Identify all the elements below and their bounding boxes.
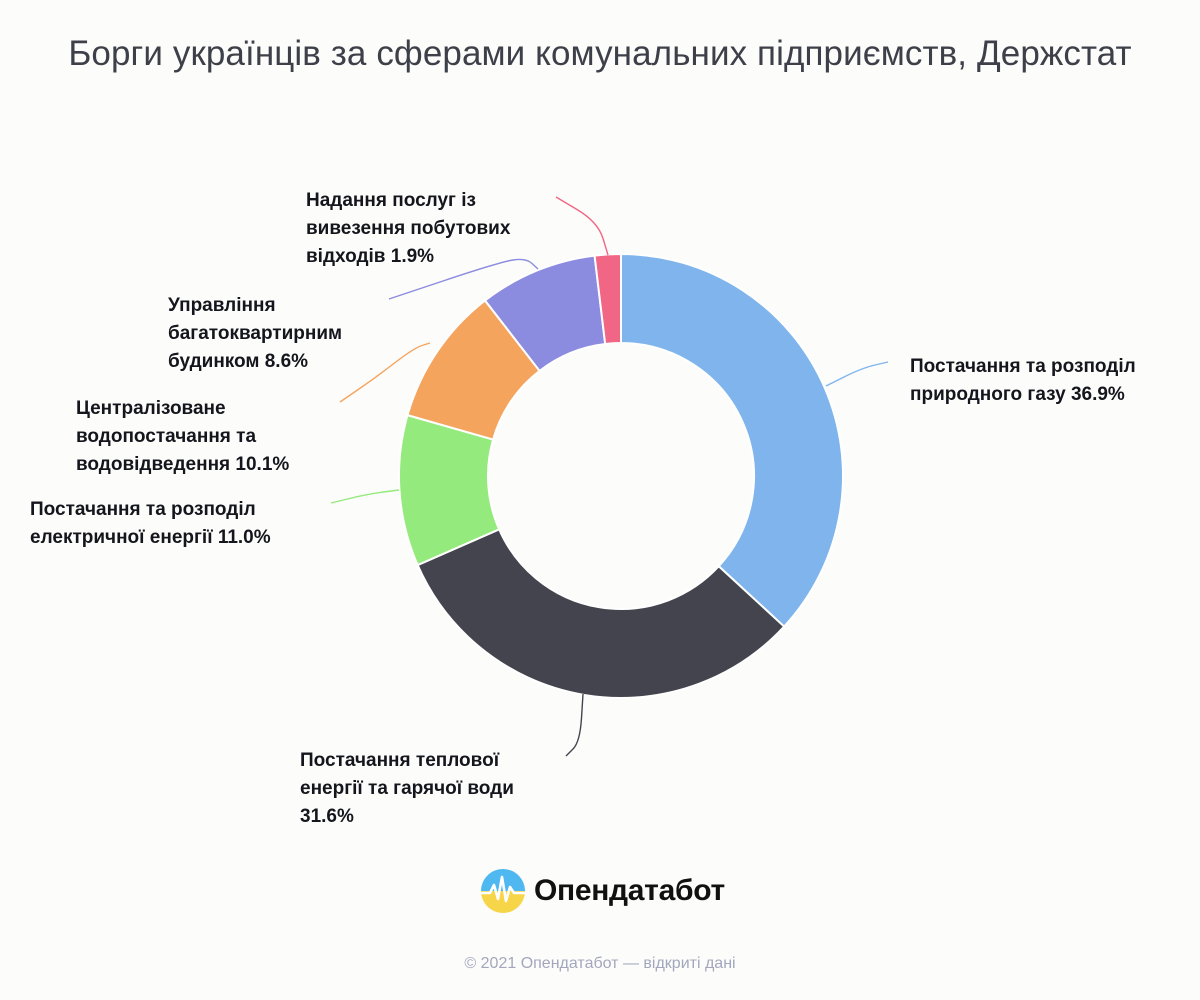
slice-label-line: багатоквартирним xyxy=(168,323,342,344)
brand-name: Опендатабот xyxy=(534,874,725,907)
leader-line xyxy=(825,361,889,387)
slice-label-line: природного газу 36.9% xyxy=(910,384,1125,405)
donut-slice xyxy=(416,528,786,699)
slice-label-line: Постачання теплової xyxy=(300,750,500,771)
slice-label-line: водовідведення 10.1% xyxy=(76,454,289,475)
leader-line xyxy=(388,258,539,300)
slice-label: Управління багатоквартирним будинком 8.6% xyxy=(168,295,342,372)
slice-label-line: будинком 8.6% xyxy=(168,351,308,372)
slice-label-line: вивезення побутових xyxy=(306,218,511,239)
slice-label-line: водопостачання та xyxy=(76,426,256,447)
donut-slice xyxy=(593,252,622,346)
slice-label: Постачання та розподіл електричної енергі… xyxy=(30,499,271,548)
slice-label: Централізоване водопостачання та водовідве… xyxy=(76,398,289,475)
leader-line xyxy=(339,342,431,403)
chart-title: Борги українців за сферами комунальних п… xyxy=(68,34,1132,73)
slice-label: Постачання теплової енергії та гарячої во… xyxy=(300,750,514,827)
slice-label-line: Постачання та розподіл xyxy=(910,356,1136,377)
leader-line xyxy=(330,489,400,504)
opendatabot-logo-icon xyxy=(481,869,525,913)
slice-label-line: Постачання та розподіл xyxy=(30,499,256,520)
slice-label-line: Надання послуг із xyxy=(306,190,476,211)
slice-label: Постачання та розподіл природного газу 36… xyxy=(910,356,1136,405)
slice-label-line: 31.6% xyxy=(300,806,354,827)
footer-copyright: © 2021 Опендатабот — відкриті дані xyxy=(464,955,736,972)
brand: Опендатабот xyxy=(480,866,725,916)
slice-label: Надання послуг із вивезення побутових відх… xyxy=(306,190,511,267)
slice-label-line: Централізоване xyxy=(76,398,226,419)
slice-label-line: відходів 1.9% xyxy=(306,246,434,267)
slice-label-line: електричної енергії 11.0% xyxy=(30,527,271,548)
donut-slice xyxy=(620,252,844,628)
leader-line xyxy=(565,693,584,757)
leader-line xyxy=(555,196,609,256)
slice-label-line: енергії та гарячої води xyxy=(300,778,514,799)
slice-label-line: Управління xyxy=(168,295,276,316)
